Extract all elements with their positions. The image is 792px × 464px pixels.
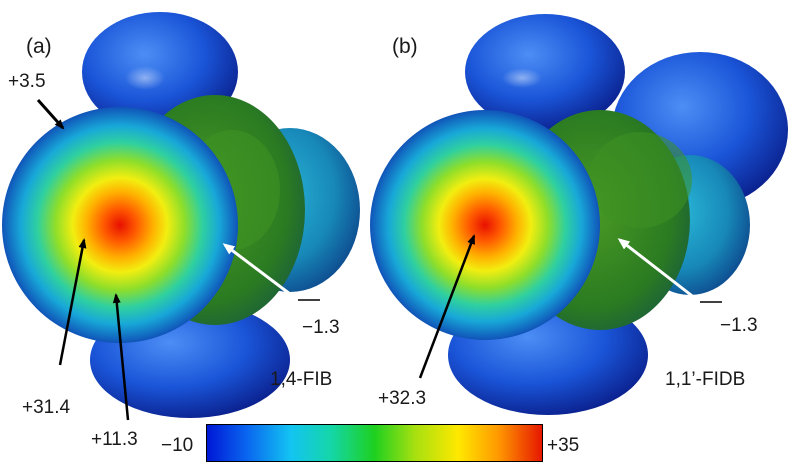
label-belt-b: −1.3 xyxy=(720,315,758,336)
molecule-name-b: 1,1’-FIDB xyxy=(665,369,746,390)
arrow-belt-a xyxy=(222,243,299,302)
colorbar-max-label: +35 xyxy=(547,435,580,456)
annotation-arrows xyxy=(36,99,722,421)
molecule-a xyxy=(2,12,360,418)
colorbar xyxy=(206,424,543,462)
arrow-sigma-a xyxy=(58,238,87,366)
arrow-rim-a xyxy=(36,99,65,130)
label-sigma-a: +31.4 xyxy=(22,397,71,418)
colorbar-min-label: −10 xyxy=(161,435,194,456)
arrow-sigma-b xyxy=(418,234,476,379)
colorbar-gradient xyxy=(207,425,542,461)
arrow-belt-b xyxy=(617,238,701,304)
molecule-b xyxy=(370,14,788,415)
label-sigma-b: +32.3 xyxy=(378,388,427,409)
label-belt-a: −1.3 xyxy=(302,317,340,338)
panel-b-tag: (b) xyxy=(392,35,418,58)
arrow-mid-a xyxy=(112,293,130,421)
label-mid-a: +11.3 xyxy=(91,429,138,450)
panel-a-tag: (a) xyxy=(26,35,52,58)
molecule-name-a: 1,4-FIB xyxy=(270,369,333,390)
label-rim-a: +3.5 xyxy=(8,71,46,92)
